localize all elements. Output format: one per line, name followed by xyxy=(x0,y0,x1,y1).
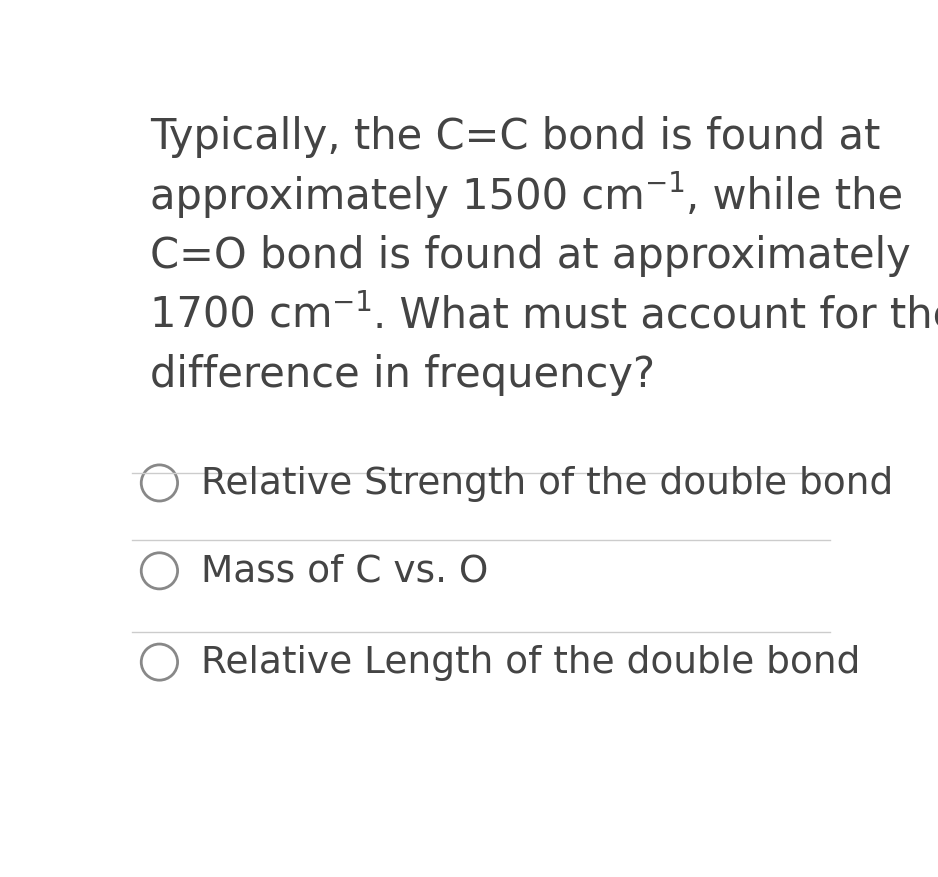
Text: −1: −1 xyxy=(644,170,686,197)
Text: . What must account for the: . What must account for the xyxy=(373,295,938,337)
Text: approximately 1500 cm: approximately 1500 cm xyxy=(150,175,644,217)
Text: , while the: , while the xyxy=(686,175,902,217)
Text: C=O bond is found at approximately: C=O bond is found at approximately xyxy=(150,235,911,277)
Text: Relative Length of the double bond: Relative Length of the double bond xyxy=(201,645,860,681)
Text: Typically, the C=C bond is found at: Typically, the C=C bond is found at xyxy=(150,116,881,158)
Text: −1: −1 xyxy=(332,289,373,317)
Text: 1700 cm: 1700 cm xyxy=(150,295,332,337)
Text: Relative Strength of the double bond: Relative Strength of the double bond xyxy=(201,466,893,502)
Text: difference in frequency?: difference in frequency? xyxy=(150,354,655,396)
Text: Mass of C vs. O: Mass of C vs. O xyxy=(201,553,488,589)
